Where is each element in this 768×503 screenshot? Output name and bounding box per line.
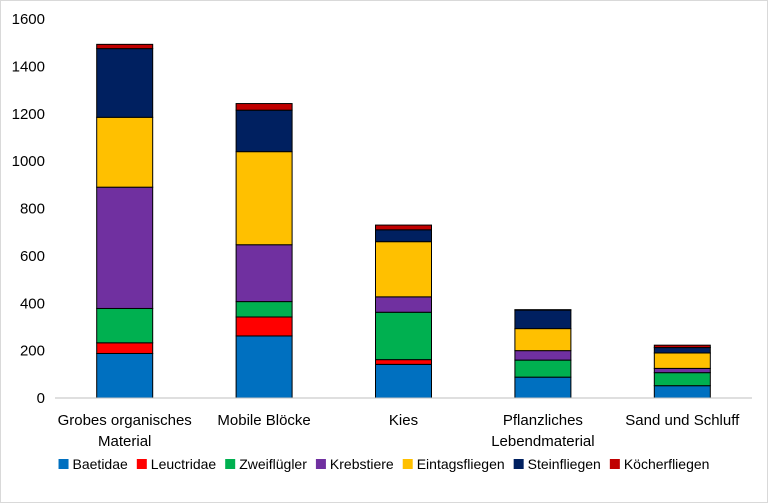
bar-segment-baetidae	[653, 385, 711, 399]
bar-segment-leuctridae	[235, 316, 293, 337]
y-tick-label: 200	[20, 343, 45, 360]
x-category-label: Lebendmaterial	[491, 433, 594, 450]
bar-segment-eintagsfliegen	[96, 116, 154, 188]
legend-swatch-krebstiere	[315, 459, 326, 469]
bar-segment-krebstiere	[235, 244, 293, 303]
x-axis-labels: Grobes organisches Material Mobile Blöcke K…	[58, 412, 741, 450]
y-tick-label: 0	[37, 390, 45, 407]
y-tick-label: 800	[20, 201, 45, 218]
legend-swatch-steinfliegen	[513, 459, 524, 469]
y-tick-label: 1200	[12, 106, 45, 123]
bar-group	[96, 43, 711, 399]
bar-segment-baetidae	[96, 352, 154, 399]
bar-segment-steinfliegen	[375, 229, 432, 243]
bar-segment-köcherfliegen	[375, 224, 432, 231]
legend-swatch-köcherfliegen	[609, 459, 620, 469]
x-category-label: Pflanzliches	[503, 412, 583, 429]
legend: Baetidae Leuctridae Zweiflügler Krebstiere E…	[58, 456, 710, 472]
bar-segment-zweiflügler	[514, 359, 572, 378]
bar-segment-leuctridae	[375, 359, 432, 365]
bar-segment-eintagsfliegen	[653, 352, 711, 369]
legend-label: Eintagsfliegen	[417, 456, 505, 472]
bar-segment-krebstiere	[96, 186, 154, 309]
y-axis-ticks: 0 200 400 600 800 1000 1200 1400 1600	[12, 11, 45, 407]
bar-segment-steinfliegen	[96, 48, 154, 118]
bar-segment-zweiflügler	[96, 307, 154, 344]
x-category-label: Material	[98, 433, 151, 450]
bar-segment-zweiflügler	[375, 311, 432, 361]
bar-segment-zweiflügler	[235, 301, 293, 318]
bar-segment-eintagsfliegen	[235, 151, 293, 246]
bar-segment-steinfliegen	[653, 347, 711, 354]
legend-swatch-baetidae	[58, 459, 69, 469]
bar-segment-baetidae	[514, 376, 572, 399]
bar-segment-eintagsfliegen	[514, 328, 572, 352]
bar-segment-krebstiere	[375, 296, 432, 313]
legend-swatch-leuctridae	[136, 459, 147, 469]
legend-label: Leuctridae	[151, 456, 217, 472]
x-category-label: Sand und Schluff	[625, 412, 740, 429]
bar-segment-krebstiere	[653, 367, 711, 374]
legend-label: Köcherfliegen	[624, 456, 710, 472]
legend-swatch-eintagsfliegen	[402, 459, 413, 469]
legend-label: Baetidae	[73, 456, 128, 472]
y-tick-label: 600	[20, 248, 45, 265]
bar-segment-krebstiere	[514, 350, 572, 361]
bar-segment-baetidae	[235, 335, 293, 399]
bar-segment-steinfliegen	[235, 109, 293, 153]
bar-segment-leuctridae	[96, 342, 154, 354]
bar-segment-zweiflügler	[653, 372, 711, 387]
bar-segment-eintagsfliegen	[375, 241, 432, 298]
x-category-label: Grobes organisches	[58, 412, 192, 429]
y-tick-label: 1000	[12, 153, 45, 170]
bar-segment-köcherfliegen	[653, 344, 711, 349]
y-tick-label: 1600	[12, 11, 45, 28]
legend-label: Steinfliegen	[528, 456, 601, 472]
legend-label: Krebstiere	[330, 456, 394, 472]
legend-swatch-zweiflügler	[225, 459, 236, 469]
bar-segment-steinfliegen	[514, 309, 572, 330]
bar-segment-köcherfliegen	[96, 43, 154, 50]
bar-segment-baetidae	[375, 363, 432, 399]
x-category-label: Kies	[389, 412, 418, 429]
legend-label: Zweiflügler	[239, 456, 307, 472]
x-category-label: Mobile Blöcke	[217, 412, 310, 429]
bar-segment-köcherfliegen	[235, 103, 293, 111]
y-tick-label: 400	[20, 295, 45, 312]
y-tick-label: 1400	[12, 58, 45, 75]
